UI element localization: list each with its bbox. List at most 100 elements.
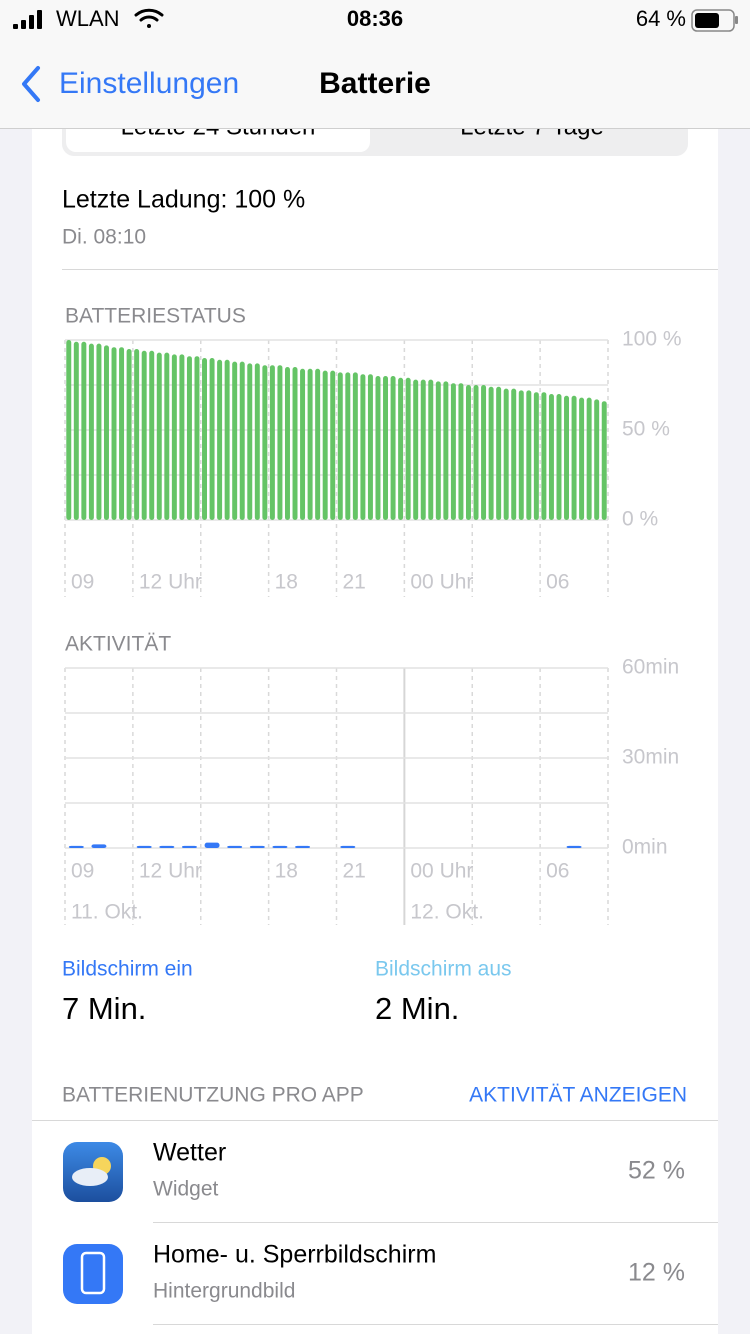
x-tick-label: 12 Uhr — [139, 860, 202, 883]
app-share: 12 % — [628, 1259, 685, 1287]
bar — [227, 845, 243, 848]
card — [32, 100, 718, 1334]
charts: BATTERIESTATUS 100 % 50 % 0 % 09 12 Uhr 18 21 00… — [64, 305, 682, 925]
clock: 08:36 — [347, 6, 403, 31]
x-tick-label: 12 Uhr — [139, 571, 202, 594]
app-name[interactable]: Wetter — [153, 1139, 226, 1167]
bar — [579, 397, 585, 520]
date-label: 11. Okt. — [71, 901, 143, 924]
last-charge: Letzte Ladung: 100 % — [62, 186, 305, 214]
y-tick-label: 30min — [622, 746, 679, 769]
bar — [330, 370, 336, 520]
bar — [526, 390, 532, 520]
bar — [337, 372, 343, 520]
bar — [307, 368, 313, 520]
bar — [398, 377, 404, 520]
y-tick-label: 0min — [622, 836, 668, 859]
last-charge-time: Di. 08:10 — [62, 226, 146, 249]
back-chevron[interactable] — [22, 66, 40, 102]
battery-percent: 64 % — [636, 6, 686, 31]
bar — [390, 376, 396, 520]
bar — [217, 359, 223, 520]
screen-on-label: Bildschirm ein — [62, 958, 193, 981]
bar — [345, 372, 351, 520]
bar — [284, 367, 290, 520]
signal-icon — [13, 10, 42, 29]
bar — [383, 376, 389, 520]
bar — [601, 401, 607, 520]
bar — [473, 385, 479, 520]
screen-off-label: Bildschirm aus — [375, 958, 512, 981]
bar — [488, 386, 494, 520]
y-tick-label: 100 % — [622, 328, 682, 351]
bar — [518, 390, 524, 520]
bar — [269, 365, 275, 520]
bar — [367, 374, 373, 520]
bar — [352, 372, 358, 520]
x-tick-label: 06 — [546, 571, 569, 594]
y-tick-label: 0 % — [622, 508, 658, 531]
bar — [340, 845, 356, 848]
app-detail: Hintergrundbild — [153, 1280, 295, 1303]
bar — [315, 368, 321, 520]
screen-on-value: 7 Min. — [62, 991, 146, 1026]
bar — [548, 394, 554, 520]
bar — [232, 361, 238, 520]
bar — [481, 385, 487, 520]
bar — [496, 386, 502, 520]
bar — [202, 358, 208, 520]
x-tick-label: 18 — [275, 571, 298, 594]
bar — [81, 341, 87, 520]
y-tick-label: 60min — [622, 656, 679, 679]
x-tick-label: 09 — [71, 571, 94, 594]
icon-cloud — [72, 1168, 108, 1186]
battery-icon — [691, 9, 738, 32]
x-tick-label: 00 Uhr — [410, 860, 473, 883]
bar — [73, 341, 79, 520]
nav-title: Batterie — [319, 67, 431, 100]
bar — [126, 349, 132, 520]
bar — [443, 381, 449, 520]
bar — [204, 842, 220, 848]
header — [0, 0, 750, 128]
x-tick-label: 18 — [275, 860, 298, 883]
chart-title: BATTERIESTATUS — [65, 305, 246, 328]
x-tick-label: 00 Uhr — [410, 571, 473, 594]
bar — [254, 363, 260, 520]
bar — [91, 844, 107, 848]
x-tick-label: 06 — [546, 860, 569, 883]
bar — [413, 379, 419, 520]
show-activity[interactable]: AKTIVITÄT ANZEIGEN — [469, 1084, 687, 1107]
wifi-icon — [134, 8, 164, 28]
bar — [103, 345, 109, 520]
back-button[interactable]: Einstellungen — [59, 67, 239, 100]
bar — [262, 365, 268, 520]
app-icon[interactable] — [63, 1244, 123, 1304]
bar — [249, 845, 265, 848]
bar — [503, 388, 509, 520]
app-share: 52 % — [628, 1157, 685, 1185]
bar — [375, 376, 381, 520]
bar — [435, 381, 441, 520]
date-label: 12. Okt. — [410, 901, 484, 924]
app-name[interactable]: Home- u. Sperrbildschirm — [153, 1241, 436, 1269]
bar — [405, 377, 411, 520]
chart-title: AKTIVITÄT — [65, 633, 171, 656]
bar — [159, 845, 175, 848]
bar — [68, 845, 84, 848]
bar — [458, 383, 464, 520]
bar — [194, 356, 200, 520]
bar — [566, 845, 582, 848]
y-tick-label: 50 % — [622, 418, 670, 441]
bar — [295, 845, 311, 848]
bar — [428, 379, 434, 520]
bar — [450, 383, 456, 520]
app-detail: Widget — [153, 1178, 219, 1201]
bar — [164, 352, 170, 520]
bar — [247, 363, 253, 520]
bar — [360, 374, 366, 520]
bar — [594, 399, 600, 520]
bar — [134, 349, 140, 520]
bar — [149, 350, 155, 520]
